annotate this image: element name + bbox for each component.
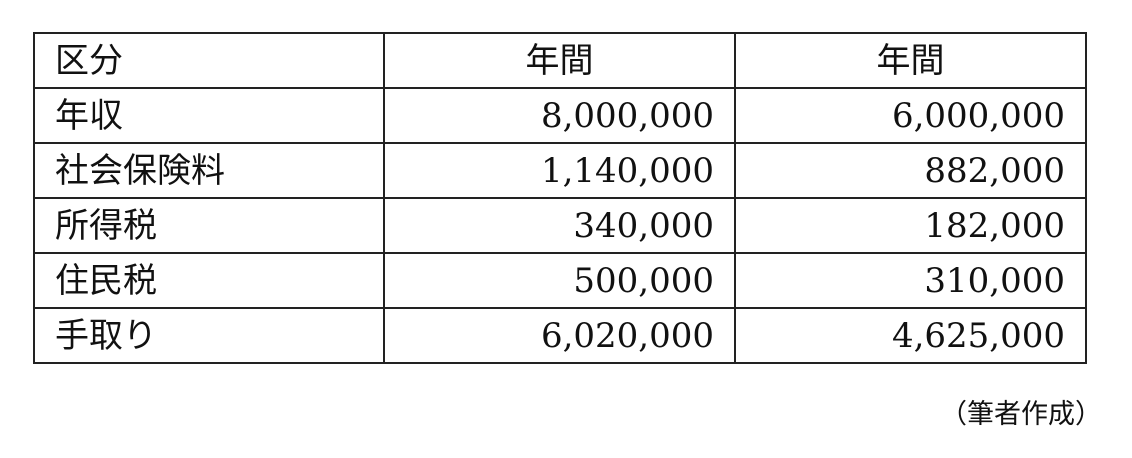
value-cell: 6,000,000 [733,87,1088,144]
row-label: 所得税 [33,197,385,254]
row-label: 住民税 [33,252,385,309]
value-cell: 8,000,000 [382,87,736,144]
header-cell: 年間 [382,32,736,89]
table-row: 年収 8,000,000 6,000,000 [33,87,1088,144]
value-cell: 1,140,000 [382,142,736,199]
value-cell: 6,020,000 [382,307,736,364]
income-table: 区分 年間 年間 年収 8,000,000 6,000,000 社会保険料 1,… [33,32,1088,364]
row-label: 手取り [33,307,385,364]
value-cell: 310,000 [733,252,1088,309]
row-label: 年収 [33,87,385,144]
header-cell: 区分 [33,32,385,89]
value-cell: 340,000 [382,197,736,254]
source-caption: （筆者作成） [940,399,1102,430]
header-cell: 年間 [733,32,1088,89]
value-cell: 882,000 [733,142,1088,199]
value-cell: 500,000 [382,252,736,309]
row-label: 社会保険料 [33,142,385,199]
table-row: 手取り 6,020,000 4,625,000 [33,307,1088,364]
value-cell: 182,000 [733,197,1088,254]
table-row: 所得税 340,000 182,000 [33,197,1088,254]
table-row: 社会保険料 1,140,000 882,000 [33,142,1088,199]
value-cell: 4,625,000 [733,307,1088,364]
header-row: 区分 年間 年間 [33,32,1088,89]
table-row: 住民税 500,000 310,000 [33,252,1088,309]
